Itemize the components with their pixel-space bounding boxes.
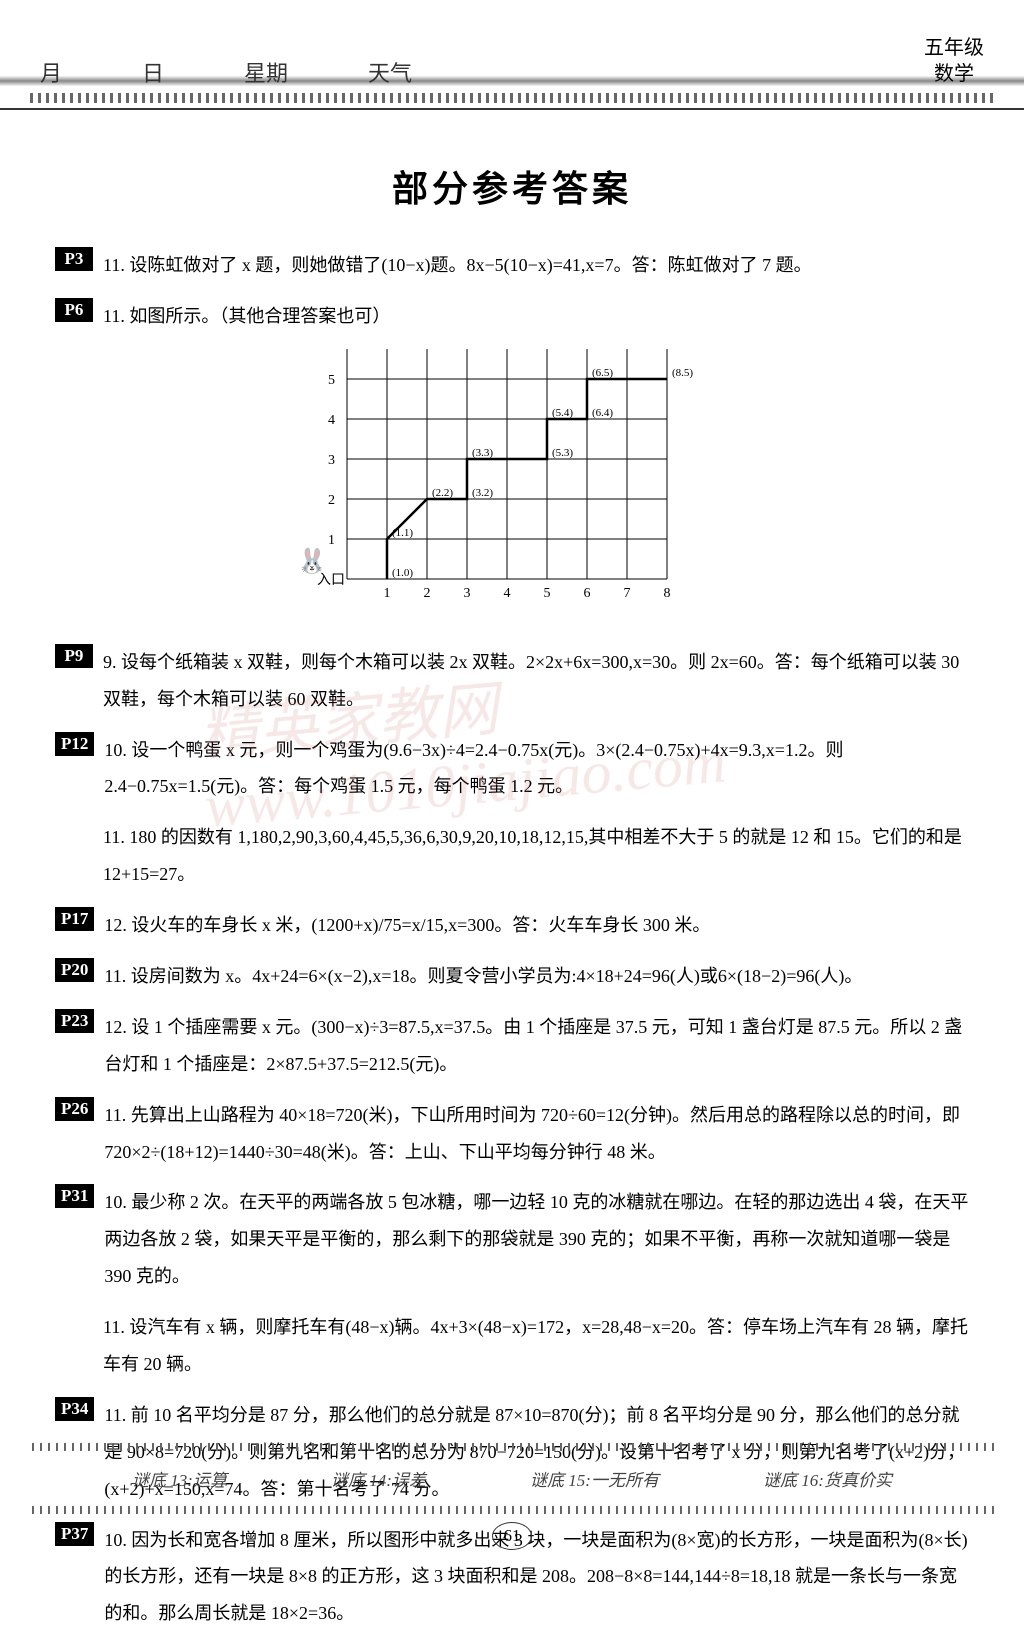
- page-header: 月 日 星期 天气 五年级 数学: [0, 0, 1024, 110]
- svg-text:5: 5: [328, 373, 335, 388]
- svg-text:3: 3: [328, 453, 335, 468]
- header-month: 月: [40, 56, 62, 88]
- page-badge: P20: [55, 958, 94, 982]
- answer-entry: P26 11. 先算出上山路程为 40×18=720(米)，下山所用时间为 720…: [55, 1097, 969, 1171]
- svg-text:(6.5): (6.5): [592, 367, 613, 379]
- header-weekday: 星期: [244, 56, 288, 88]
- answer-text: 12. 设火车的车身长 x 米，(1200+x)/75=x/15,x=300。答…: [104, 907, 969, 944]
- svg-text:4: 4: [328, 413, 335, 428]
- svg-text:(1.1): (1.1): [392, 527, 413, 539]
- svg-text:(2.2): (2.2): [432, 487, 453, 499]
- answer-entry: P12 10. 设一个鸭蛋 x 元，则一个鸡蛋为(9.6−3x)÷4=2.4−0.…: [55, 732, 969, 806]
- riddle-14: 谜底 14:误差: [331, 1466, 426, 1491]
- svg-text:7: 7: [624, 586, 631, 601]
- svg-text:(3.2): (3.2): [472, 487, 493, 499]
- grade-label: 五年级 数学: [924, 35, 984, 87]
- grade-line1: 五年级: [924, 35, 984, 61]
- page-badge: P12: [55, 732, 94, 756]
- page-badge: P34: [55, 1397, 94, 1421]
- header-day: 日: [142, 56, 164, 88]
- page-badge: P17: [55, 907, 94, 931]
- answer-entry: P31 10. 最少称 2 次。在天平的两端各放 5 包冰糖，哪一边轻 10 克的…: [55, 1184, 969, 1295]
- answer-entry: P20 11. 设房间数为 x。4x+24=6×(x−2),x=18。则夏令营小学…: [55, 958, 969, 995]
- svg-text:(6.4): (6.4): [592, 407, 613, 419]
- answer-text: 11. 先算出上山路程为 40×18=720(米)，下山所用时间为 720÷60…: [104, 1097, 969, 1171]
- svg-text:(3.3): (3.3): [472, 447, 493, 459]
- svg-text:(8.5): (8.5): [672, 367, 693, 379]
- footer-riddles: 谜底 13:运算 谜底 14:误差 谜底 15:一无所有 谜底 16:货真价实: [0, 1451, 1024, 1506]
- answer-text-continued: 11. 设汽车有 x 辆，则摩托车有(48−x)辆。4x+3×(48−x)=17…: [103, 1309, 969, 1383]
- svg-text:🐰: 🐰: [297, 547, 327, 575]
- answer-entry: P17 12. 设火车的车身长 x 米，(1200+x)/75=x/15,x=30…: [55, 907, 969, 944]
- riddle-15: 谜底 15:一无所有: [530, 1466, 659, 1491]
- grade-line2: 数学: [924, 61, 984, 87]
- page-badge: P23: [55, 1009, 94, 1033]
- svg-text:8: 8: [664, 586, 671, 601]
- page-badge: P3: [55, 247, 93, 271]
- footer-decoration-top: [30, 1443, 994, 1451]
- answer-text: 11. 如图所示。（其他合理答案也可）: [103, 298, 969, 335]
- svg-text:6: 6: [584, 586, 591, 601]
- answer-text: 12. 设 1 个插座需要 x 元。(300−x)÷3=87.5,x=37.5。…: [104, 1009, 969, 1083]
- svg-text:2: 2: [424, 586, 431, 601]
- page-title: 部分参考答案: [0, 160, 1024, 212]
- page-number: 61: [492, 1522, 532, 1550]
- page-badge: P9: [55, 644, 93, 668]
- answer-text: 11. 设陈虹做对了 x 题，则她做错了(10−x)题。8x−5(10−x)=4…: [103, 247, 969, 284]
- page-badge: P26: [55, 1097, 94, 1121]
- content-body: P3 11. 设陈虹做对了 x 题，则她做错了(10−x)题。8x−5(10−x)…: [0, 247, 1024, 1632]
- svg-text:(1.0): (1.0): [392, 567, 413, 579]
- svg-text:(5.4): (5.4): [552, 407, 573, 419]
- grid-diagram: 12345678123456(1.0)(1.1)(2.2)(3.2)(3.3)(…: [55, 349, 969, 624]
- answer-text: 11. 设房间数为 x。4x+24=6×(x−2),x=18。则夏令营小学员为:…: [104, 958, 969, 995]
- header-meta: 月 日 星期 天气: [40, 56, 980, 88]
- header-weather: 天气: [368, 56, 412, 88]
- answer-entry: P6 11. 如图所示。（其他合理答案也可）: [55, 298, 969, 335]
- svg-text:(5.3): (5.3): [552, 447, 573, 459]
- riddle-13: 谜底 13:运算: [132, 1466, 227, 1491]
- svg-text:3: 3: [464, 586, 471, 601]
- coordinate-grid: 12345678123456(1.0)(1.1)(2.2)(3.2)(3.3)(…: [277, 349, 747, 619]
- answer-entry: P23 12. 设 1 个插座需要 x 元。(300−x)÷3=87.5,x=37…: [55, 1009, 969, 1083]
- svg-text:4: 4: [504, 586, 511, 601]
- page-badge: P31: [55, 1184, 94, 1208]
- entries-top: P3 11. 设陈虹做对了 x 题，则她做错了(10−x)题。8x−5(10−x)…: [55, 247, 969, 335]
- svg-text:1: 1: [384, 586, 391, 601]
- answer-entry: P9 9. 设每个纸箱装 x 双鞋，则每个木箱可以装 2x 双鞋。2×2x+6x=…: [55, 644, 969, 718]
- header-decoration: [30, 93, 994, 103]
- svg-text:2: 2: [328, 493, 335, 508]
- answer-text-continued: 11. 180 的因数有 1,180,2,90,3,60,4,45,5,36,6…: [103, 819, 969, 893]
- riddle-16: 谜底 16:货真价实: [763, 1466, 892, 1491]
- answer-text: 10. 最少称 2 次。在天平的两端各放 5 包冰糖，哪一边轻 10 克的冰糖就…: [104, 1184, 969, 1295]
- svg-text:入口: 入口: [317, 573, 345, 588]
- footer-decoration-bottom: [30, 1506, 994, 1514]
- answer-entry: P3 11. 设陈虹做对了 x 题，则她做错了(10−x)题。8x−5(10−x)…: [55, 247, 969, 284]
- answer-text: 10. 设一个鸭蛋 x 元，则一个鸡蛋为(9.6−3x)÷4=2.4−0.75x…: [104, 732, 969, 806]
- svg-text:5: 5: [544, 586, 551, 601]
- answer-text: 9. 设每个纸箱装 x 双鞋，则每个木箱可以装 2x 双鞋。2×2x+6x=30…: [103, 644, 969, 718]
- page-badge: P6: [55, 298, 93, 322]
- page-footer: 谜底 13:运算 谜底 14:误差 谜底 15:一无所有 谜底 16:货真价实 …: [0, 1443, 1024, 1550]
- svg-text:1: 1: [328, 533, 335, 548]
